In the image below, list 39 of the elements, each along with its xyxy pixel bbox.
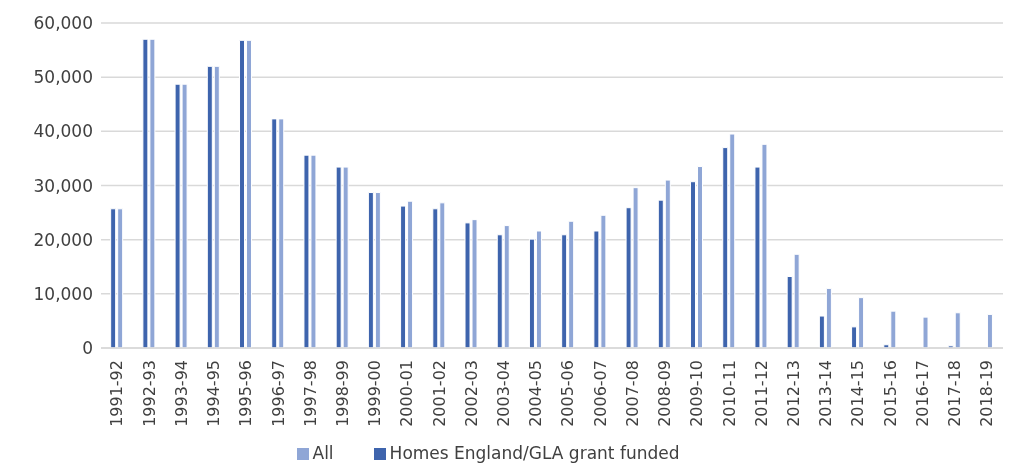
x-tick-label: 2010-11 <box>719 360 739 427</box>
x-tick-label: 1997-98 <box>300 360 320 427</box>
x-tick-label: 2002-03 <box>461 360 481 427</box>
bar <box>922 316 929 348</box>
y-tick-label: 10,000 <box>33 283 93 304</box>
x-tick-label: 2003-04 <box>494 360 514 427</box>
x-tick-label: 2001-02 <box>429 360 449 427</box>
x-tick-label: 2017-18 <box>945 360 965 427</box>
x-tick-label: 1999-00 <box>365 360 385 427</box>
x-tick-label: 1992-93 <box>139 360 159 427</box>
x-tick-label: 2008-09 <box>655 360 675 427</box>
legend-label: Homes England/GLA grant funded <box>389 443 680 463</box>
y-tick-label: 40,000 <box>33 121 93 142</box>
x-tick-label: 2000-01 <box>397 360 417 427</box>
x-tick-label: 2005-06 <box>558 360 578 427</box>
y-tick-label: 20,000 <box>33 229 93 250</box>
y-tick-label: 60,000 <box>33 13 93 34</box>
x-tick-label: 2018-19 <box>977 360 997 427</box>
x-tick-label: 2014-15 <box>848 360 868 427</box>
x-tick-label: 1994-95 <box>204 360 224 427</box>
x-tick-label: 2004-05 <box>526 360 546 427</box>
y-tick-label: 0 <box>82 338 93 359</box>
x-tick-label: 2013-14 <box>816 360 836 427</box>
x-tick-label: 2009-10 <box>687 360 707 427</box>
x-tick-label: 2011-12 <box>751 360 771 427</box>
x-tick-label: 2006-07 <box>590 360 610 427</box>
y-tick-label: 30,000 <box>33 175 93 196</box>
bar <box>986 313 993 348</box>
y-tick-label: 50,000 <box>33 67 93 88</box>
x-tick-label: 1996-97 <box>268 360 288 427</box>
x-tick-label: 1998-99 <box>332 360 352 427</box>
x-tick-label: 1993-94 <box>171 360 191 427</box>
x-tick-label: 2012-13 <box>783 360 803 427</box>
x-tick-label: 2016-17 <box>912 360 932 427</box>
x-tick-label: 2007-08 <box>622 360 642 427</box>
x-tick-label: 1991-92 <box>107 360 127 427</box>
legend-label: All <box>312 443 334 463</box>
x-tick-label: 2015-16 <box>880 360 900 427</box>
x-tick-label: 1995-96 <box>236 360 256 427</box>
